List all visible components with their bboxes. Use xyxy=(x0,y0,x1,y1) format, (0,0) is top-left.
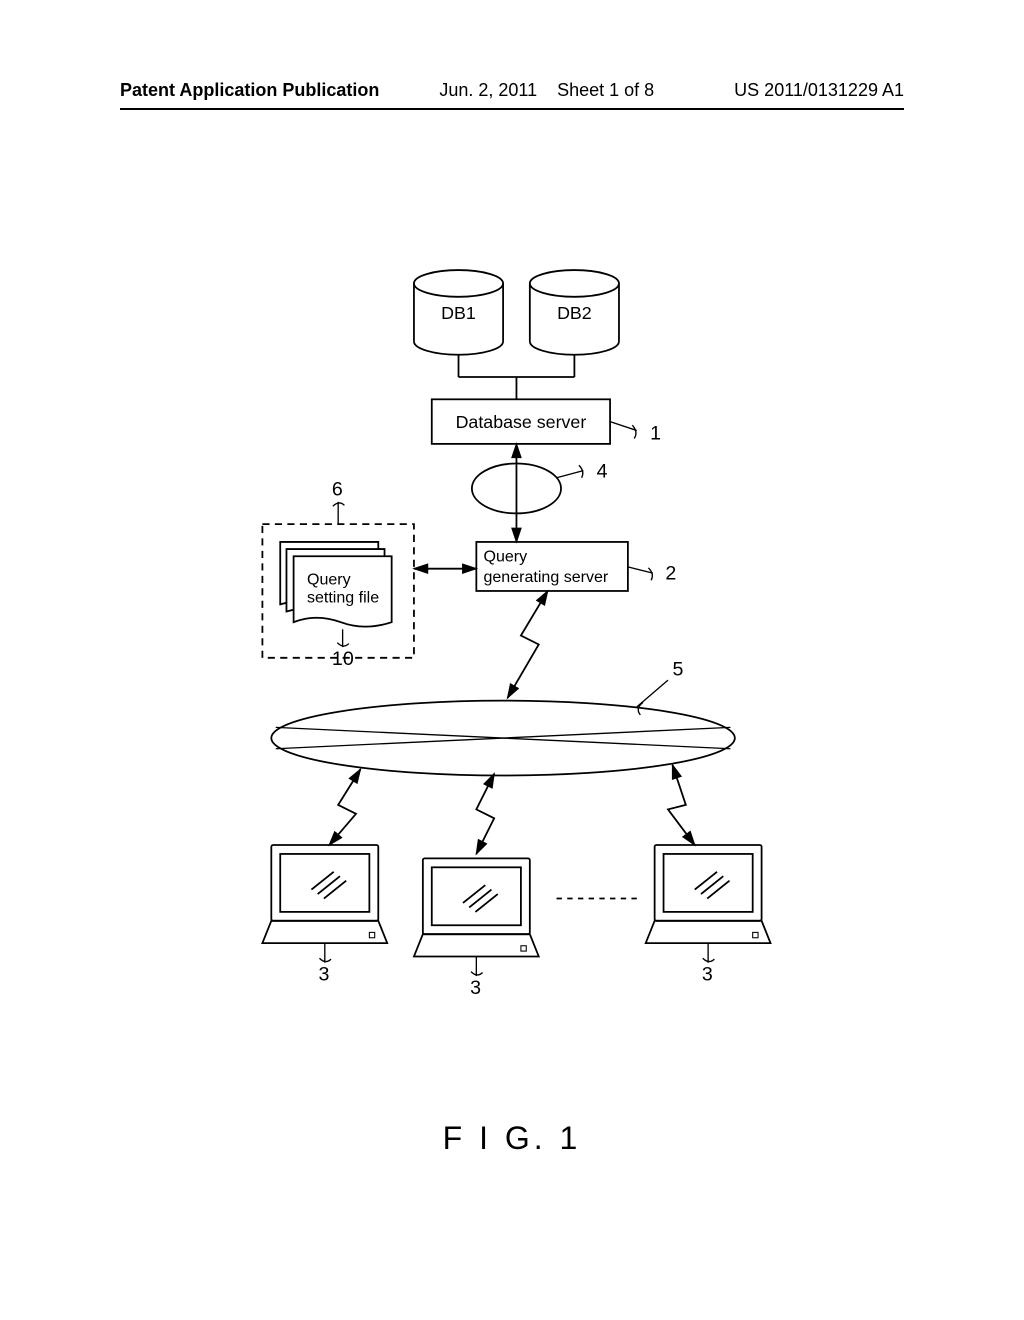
figure-diagram: DB1 DB2 Database server 1 4 Query genera… xyxy=(200,190,824,1090)
query-gen-label1: Query xyxy=(483,548,527,566)
query-gen-label2: generating server xyxy=(483,568,608,586)
ref-3c: 3 xyxy=(702,964,713,986)
query-file-label1: Query xyxy=(307,571,351,589)
header-right: US 2011/0131229 A1 xyxy=(734,80,904,101)
ref-1: 1 xyxy=(650,422,661,444)
header-divider xyxy=(120,108,904,110)
db1-label: DB1 xyxy=(441,303,476,323)
laptop-2 xyxy=(414,858,539,956)
db1-cylinder: DB1 xyxy=(414,270,503,355)
ref-5: 5 xyxy=(672,659,683,681)
ref-6: 6 xyxy=(332,479,343,501)
query-file-label2: setting file xyxy=(307,589,379,607)
laptop-3 xyxy=(646,845,771,943)
ref-2: 2 xyxy=(665,562,676,584)
ref-4: 4 xyxy=(597,461,608,483)
laptop-1 xyxy=(262,845,387,943)
header-left: Patent Application Publication xyxy=(120,80,379,101)
header-date: Jun. 2, 2011 xyxy=(439,80,537,101)
network-large xyxy=(271,701,735,776)
page-header: Patent Application Publication Jun. 2, 2… xyxy=(0,80,1024,101)
ref-3a: 3 xyxy=(319,964,330,986)
ref-10: 10 xyxy=(332,648,354,670)
db2-cylinder: DB2 xyxy=(530,270,619,355)
db-server-label: Database server xyxy=(456,412,587,432)
db2-label: DB2 xyxy=(557,303,592,323)
ref-3b: 3 xyxy=(470,977,481,999)
figure-label: F I G. 1 xyxy=(0,1120,1024,1157)
header-sheet: Sheet 1 of 8 xyxy=(557,80,654,101)
query-file-stack: Query setting file xyxy=(280,542,391,627)
